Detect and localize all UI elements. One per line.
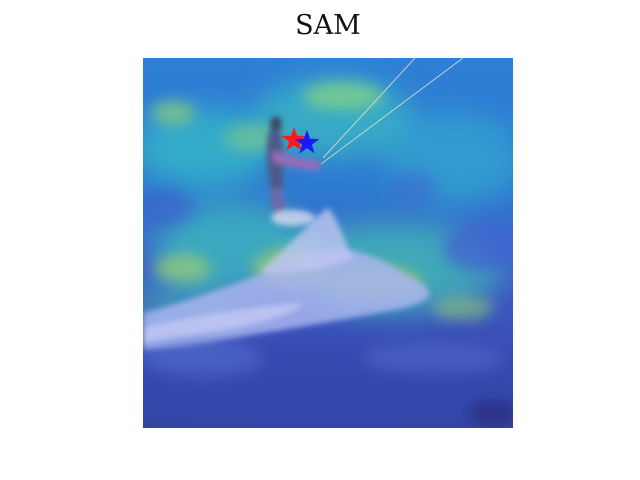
rider-figure	[266, 116, 321, 226]
red-star-marker	[281, 127, 307, 151]
blue-star-icon	[294, 130, 320, 154]
activation-blue-patches	[143, 170, 513, 273]
lower-water	[143, 340, 513, 428]
wave-splash	[143, 208, 430, 350]
figure-title: SAM	[295, 10, 361, 41]
kite-lines	[320, 58, 464, 165]
red-star-icon	[281, 127, 307, 151]
heatmap-overlay-image	[143, 58, 513, 428]
blue-star-marker	[294, 130, 320, 154]
sam-heatmap-panel	[143, 58, 513, 428]
